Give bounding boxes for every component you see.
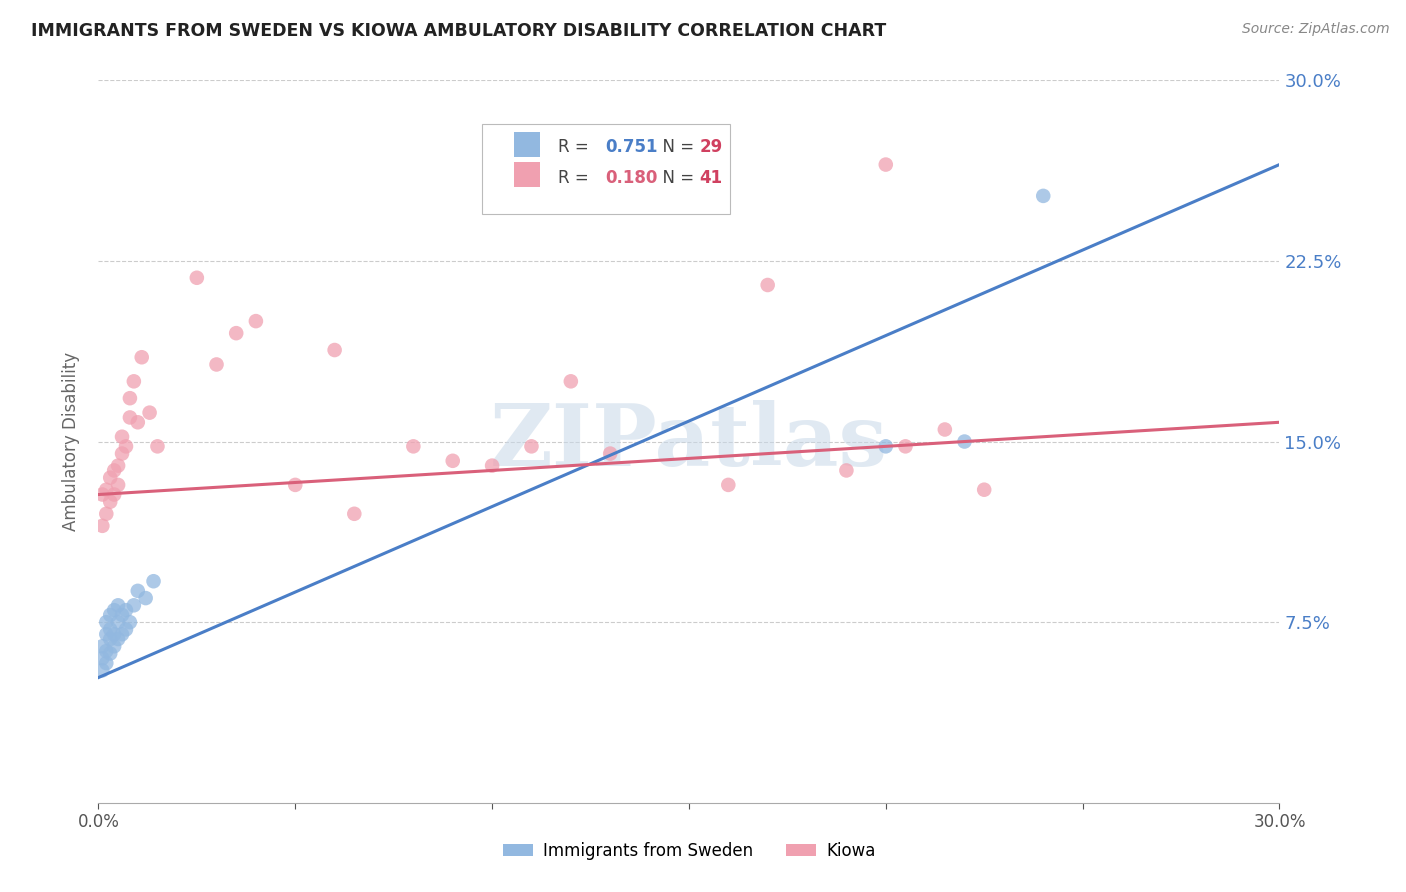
Point [103, 463, 125, 477]
FancyBboxPatch shape [515, 132, 540, 157]
Text: R =: R = [558, 169, 593, 186]
Point [96, 507, 118, 521]
Point [560, 374, 582, 388]
Legend: Immigrants from Sweden, Kiowa: Immigrants from Sweden, Kiowa [496, 836, 882, 867]
Point [186, 270, 208, 285]
Point [103, 627, 125, 641]
Point [91, 487, 114, 501]
Point [894, 439, 917, 453]
Point [96, 483, 118, 497]
Point [103, 487, 125, 501]
Point [107, 632, 129, 646]
Point [96, 627, 118, 641]
Point [91, 639, 114, 653]
Point [98, 647, 121, 661]
Point [1032, 189, 1054, 203]
Point [103, 639, 125, 653]
Point [520, 439, 543, 453]
Text: ZIPatlas: ZIPatlas [489, 400, 889, 483]
Point [111, 430, 134, 444]
Point [953, 434, 976, 449]
Text: N =: N = [652, 138, 700, 156]
Point [717, 478, 740, 492]
Text: R =: R = [558, 138, 593, 156]
Point [91, 651, 114, 665]
Point [835, 463, 858, 477]
Point [146, 439, 169, 453]
Point [111, 607, 134, 622]
Point [115, 439, 138, 453]
Point [973, 483, 995, 497]
Point [118, 391, 141, 405]
Point [135, 591, 157, 605]
Text: IMMIGRANTS FROM SWEDEN VS KIOWA AMBULATORY DISABILITY CORRELATION CHART: IMMIGRANTS FROM SWEDEN VS KIOWA AMBULATO… [31, 22, 886, 40]
Point [131, 350, 153, 364]
Point [118, 615, 141, 630]
Point [205, 358, 228, 372]
Point [107, 478, 129, 492]
Point [91, 518, 114, 533]
Point [107, 615, 129, 630]
Point [875, 157, 897, 171]
Point [91, 664, 114, 678]
Point [875, 439, 897, 453]
Text: Source: ZipAtlas.com: Source: ZipAtlas.com [1241, 22, 1389, 37]
Point [107, 599, 129, 613]
Text: 0.751: 0.751 [605, 138, 658, 156]
Point [934, 422, 956, 436]
Point [96, 615, 118, 630]
Text: 41: 41 [700, 169, 723, 186]
Point [98, 494, 121, 508]
Point [122, 374, 145, 388]
Point [103, 603, 125, 617]
Text: 0.180: 0.180 [605, 169, 658, 186]
Point [115, 603, 138, 617]
FancyBboxPatch shape [515, 162, 540, 187]
Point [658, 194, 681, 208]
Text: 29: 29 [700, 138, 723, 156]
Point [98, 607, 121, 622]
Point [441, 454, 464, 468]
Point [343, 507, 366, 521]
Point [225, 326, 247, 340]
Point [323, 343, 346, 357]
Point [111, 627, 134, 641]
Point [138, 406, 160, 420]
Text: N =: N = [652, 169, 700, 186]
Point [98, 623, 121, 637]
Point [142, 574, 165, 589]
Point [127, 415, 149, 429]
Point [245, 314, 267, 328]
Point [599, 446, 621, 460]
Point [98, 632, 121, 646]
FancyBboxPatch shape [482, 124, 730, 214]
Point [122, 599, 145, 613]
Point [481, 458, 503, 473]
Point [756, 277, 779, 292]
Y-axis label: Ambulatory Disability: Ambulatory Disability [62, 352, 80, 531]
Point [107, 458, 129, 473]
Point [115, 623, 138, 637]
Point [127, 583, 149, 598]
Point [96, 656, 118, 670]
Point [98, 470, 121, 484]
Point [284, 478, 307, 492]
Point [118, 410, 141, 425]
Point [402, 439, 425, 453]
Point [96, 644, 118, 658]
Point [111, 446, 134, 460]
